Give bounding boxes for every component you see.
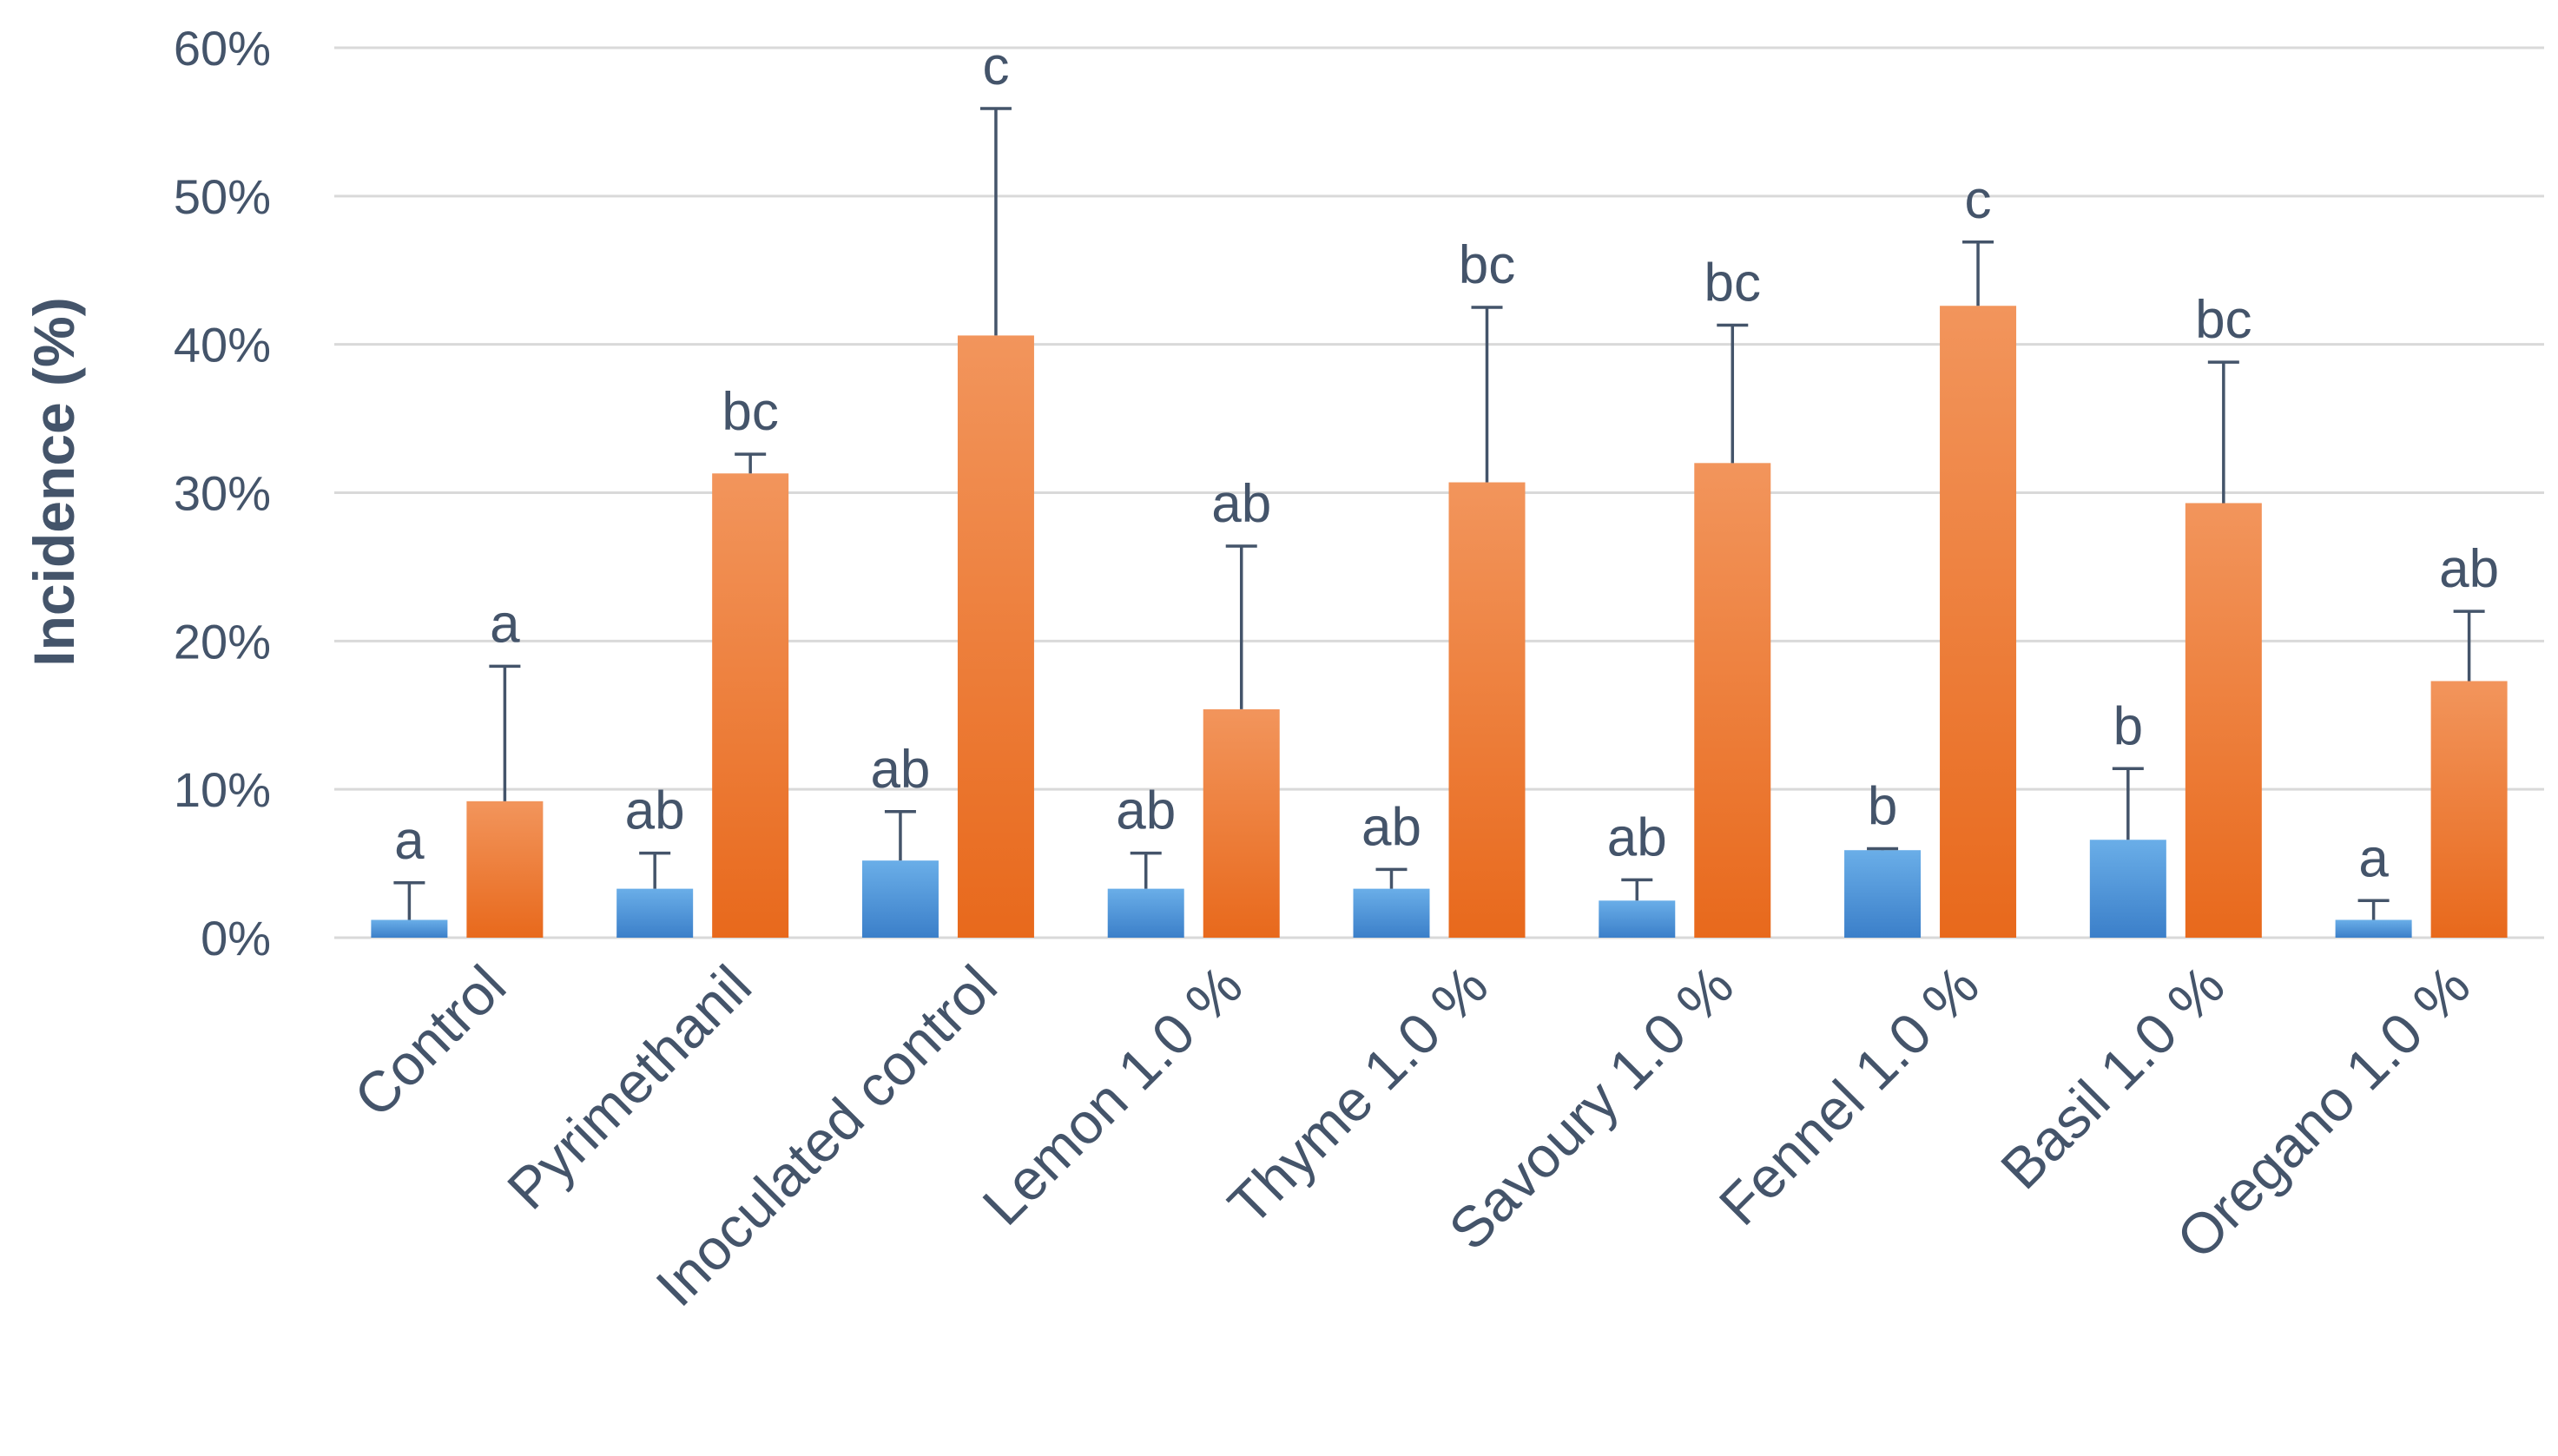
significance-label-series1-6: b [1868, 777, 1897, 837]
significance-label-series2-0: a [490, 594, 520, 654]
bar-series2-2 [957, 335, 1034, 939]
bar-series1-7 [2089, 840, 2166, 938]
y-tick-label: 0% [201, 911, 271, 965]
x-category-label-6: Fennel 1.0 % [1707, 953, 1991, 1237]
significance-label-series2-7: bc [2195, 290, 2251, 350]
bar-series2-6 [1940, 306, 2017, 938]
gridlines [334, 46, 2544, 939]
significance-label-series1-5: ab [1607, 807, 1667, 867]
x-category-label-1: Pyrimethanil [495, 953, 763, 1222]
significance-label-series2-3: ab [1211, 474, 1271, 534]
y-tick-label: 10% [174, 762, 271, 817]
significance-label-series2-5: bc [1704, 253, 1761, 313]
bar-series2-5 [1694, 463, 1771, 938]
significance-label-series2-1: bc [722, 382, 778, 442]
bars [371, 306, 2508, 939]
bar-series1-1 [616, 888, 694, 938]
x-category-label-7: Basil 1.0 % [1988, 953, 2237, 1202]
significance-label-series1-2: ab [870, 740, 930, 800]
significance-label-series1-8: a [2358, 828, 2389, 888]
bar-series1-5 [1599, 900, 1676, 938]
bar-series1-0 [371, 919, 448, 938]
significance-label-series1-3: ab [1116, 781, 1176, 841]
bar-series1-2 [861, 860, 939, 938]
bar-series2-4 [1448, 482, 1526, 938]
y-tick-label: 40% [174, 318, 271, 372]
significance-label-series2-8: ab [2439, 539, 2499, 599]
significance-label-series1-0: a [394, 811, 425, 871]
x-category-label-3: Lemon 1.0 % [970, 953, 1254, 1237]
y-tick-label: 60% [174, 21, 271, 76]
y-tick-label: 30% [174, 466, 271, 521]
y-tick-label: 50% [174, 169, 271, 224]
significance-label-series1-4: ab [1361, 797, 1421, 857]
y-axis-ticks: 0% 10% 20% 30% 40% 50% 60% [174, 21, 271, 965]
significance-label-series2-2: c [982, 36, 1009, 96]
significance-label-series1-1: ab [625, 781, 685, 841]
bar-series2-1 [712, 473, 789, 938]
bar-series1-3 [1107, 888, 1184, 938]
significance-label-series1-7: b [2113, 696, 2143, 756]
x-category-label-0: Control [342, 953, 518, 1130]
bar-series2-0 [466, 800, 544, 938]
bar-series1-4 [1353, 888, 1430, 938]
error-bars [393, 107, 2485, 920]
y-tick-label: 20% [174, 614, 271, 669]
significance-label-series2-4: bc [1459, 235, 1515, 295]
significance-label-series2-6: c [1965, 170, 1992, 230]
bar-series2-3 [1203, 708, 1280, 938]
bar-series2-7 [2185, 503, 2262, 938]
bar-series1-6 [1844, 850, 1922, 938]
y-axis-title: Incidence (%) [22, 297, 86, 666]
bar-series2-8 [2430, 681, 2508, 938]
bar-series1-8 [2335, 919, 2412, 938]
